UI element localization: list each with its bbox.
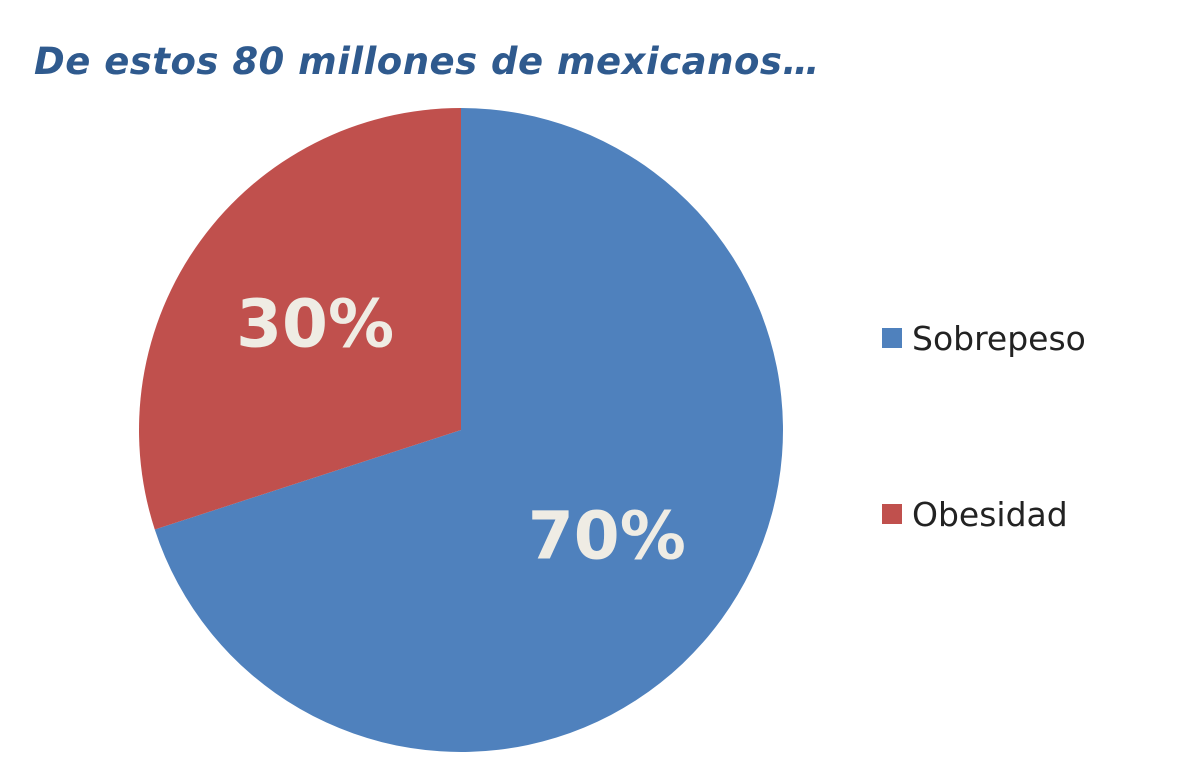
pie-labels: 70% 30%	[236, 286, 686, 575]
legend-label-sobrepeso: Sobrepeso	[912, 318, 1086, 358]
pie-slice-obesidad	[138, 108, 461, 530]
legend: Sobrepeso Obesidad	[882, 318, 1086, 534]
legend-item-sobrepeso: Sobrepeso	[882, 318, 1086, 358]
legend-swatch-sobrepeso	[882, 328, 902, 348]
legend-swatch-obesidad	[882, 504, 902, 524]
slice-label-sobrepeso: 70%	[528, 497, 686, 574]
legend-label-obesidad: Obesidad	[912, 494, 1068, 534]
pie-slice-sobrepeso	[154, 108, 784, 752]
chart-title: De estos 80 millones de mexicanos…	[34, 40, 820, 83]
legend-item-obesidad: Obesidad	[882, 494, 1086, 534]
pie-slices	[138, 108, 784, 752]
slice-label-obesidad: 30%	[236, 286, 394, 363]
